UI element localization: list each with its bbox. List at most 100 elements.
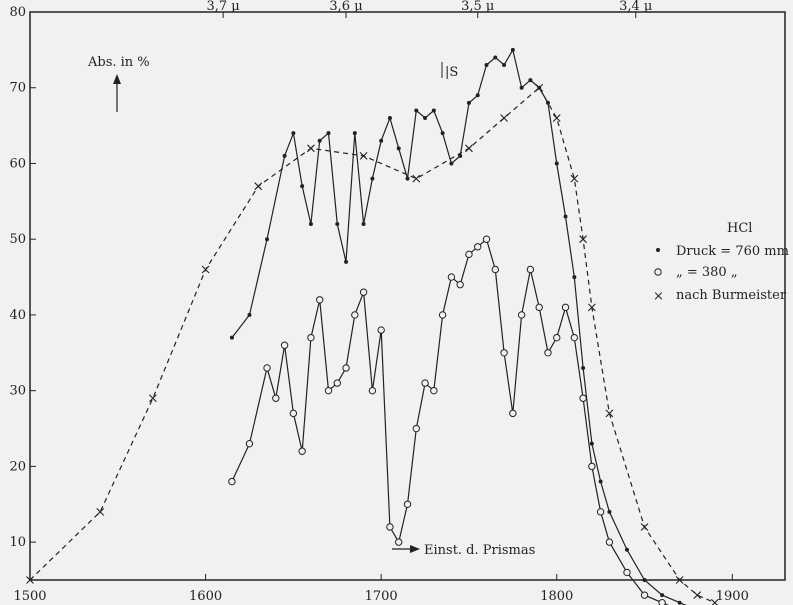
series-1-point — [359, 288, 368, 296]
series-2-point — [587, 303, 596, 312]
series-2-point — [710, 598, 719, 605]
legend-entry-380: „ = 380 „ — [676, 265, 738, 280]
series-2-point — [500, 114, 508, 122]
series-lines — [29, 48, 716, 605]
series-1-point — [588, 462, 596, 471]
y-arrow-head — [113, 74, 121, 84]
top-tick-label: 3,6 μ — [329, 0, 362, 14]
series-1-point — [482, 235, 491, 243]
y-tick-label: 60 — [9, 156, 26, 171]
series-1-point — [342, 364, 350, 372]
series-line-0 — [231, 48, 687, 605]
series-0-point — [466, 100, 471, 105]
series-0-point — [624, 547, 629, 552]
x-tick-label: 1600 — [189, 589, 222, 604]
series-1-point — [570, 333, 579, 342]
s-marker-label: |S — [445, 65, 458, 80]
series-0-point — [598, 479, 603, 484]
series-0-point — [660, 593, 665, 598]
series-1-point — [509, 409, 517, 418]
series-0-point — [510, 47, 515, 52]
y-tick-label: 10 — [9, 535, 26, 550]
series-1-point — [544, 349, 552, 357]
series-0-point — [677, 600, 682, 605]
legend: HCl Druck = 760 mm „ = 380 „ × nach Burm… — [653, 221, 789, 304]
series-1-point — [474, 243, 482, 251]
series-1-point — [640, 591, 649, 599]
series-1-point — [395, 538, 403, 546]
series-1-point — [465, 250, 473, 259]
series-0-point — [449, 161, 454, 166]
series-0-point — [352, 131, 357, 136]
series-0-point — [396, 146, 401, 151]
series-1-point — [377, 326, 385, 334]
series-0-point — [528, 78, 533, 83]
series-2-point — [605, 409, 614, 418]
y-tick-label: 80 — [9, 5, 26, 20]
series-1-point — [412, 424, 420, 433]
series-0-point — [335, 222, 340, 227]
series-0-point — [475, 93, 480, 98]
series-2-point — [693, 591, 702, 600]
series-1-point — [491, 265, 499, 274]
x-tick-label: 1800 — [540, 589, 573, 604]
series-2-point — [149, 394, 157, 403]
series-0-point — [589, 441, 594, 446]
series-1-point — [245, 439, 254, 448]
series-2-point — [640, 523, 649, 531]
series-1-point — [579, 394, 587, 402]
series-0-point — [282, 153, 287, 158]
series-1-point — [403, 500, 412, 508]
series-0-point — [484, 63, 489, 68]
series-0-point — [326, 131, 331, 136]
series-1-point — [228, 477, 236, 486]
series-1-point — [438, 311, 447, 319]
series-markers — [26, 47, 719, 605]
legend-entry-760: Druck = 760 mm — [676, 244, 789, 259]
series-1-point — [263, 364, 271, 372]
series-1-point — [430, 386, 438, 395]
series-1-point — [324, 386, 333, 395]
y-axis-label: Abs. in % — [87, 55, 150, 70]
series-0-point — [387, 116, 392, 121]
series-1-point — [421, 379, 429, 387]
series-0-point — [572, 275, 577, 280]
top-tick-label: 3,4 μ — [619, 0, 652, 14]
series-0-point — [229, 335, 234, 340]
y-tick-label: 50 — [9, 232, 26, 247]
series-2-point — [675, 576, 684, 584]
series-2-point — [552, 114, 561, 122]
series-1-point — [272, 394, 280, 402]
series-2-point — [307, 144, 315, 153]
x-axis-label: Einst. d. Prismas — [424, 543, 535, 558]
series-2-point — [412, 174, 421, 183]
series-2-point — [535, 83, 544, 92]
series-1-point — [456, 280, 464, 289]
x-arrow-head — [410, 545, 420, 553]
series-0-point — [414, 108, 419, 113]
series-0-point — [431, 108, 436, 113]
series-1-point — [368, 386, 377, 395]
x-tick-label: 1900 — [716, 589, 749, 604]
series-1-point — [307, 333, 315, 342]
series-2-point — [359, 152, 368, 160]
series-0-point — [291, 131, 296, 136]
y-tick-label: 20 — [9, 459, 26, 474]
series-1-point — [500, 349, 508, 357]
series-0-point — [545, 100, 550, 105]
series-line-2 — [29, 86, 716, 604]
series-0-point — [440, 131, 445, 136]
series-0-point — [502, 63, 507, 68]
series-0-point — [379, 138, 384, 143]
series-1-point — [447, 273, 456, 281]
series-1-point — [526, 265, 535, 274]
series-0-point — [458, 153, 463, 158]
series-line-1 — [231, 238, 669, 605]
legend-entry-burmeister: nach Burmeister — [676, 288, 787, 303]
series-2-point — [201, 265, 210, 274]
series-0-point — [300, 184, 305, 189]
series-0-point — [265, 237, 270, 242]
y-tick-label: 40 — [9, 308, 26, 323]
series-1-point — [280, 341, 289, 349]
